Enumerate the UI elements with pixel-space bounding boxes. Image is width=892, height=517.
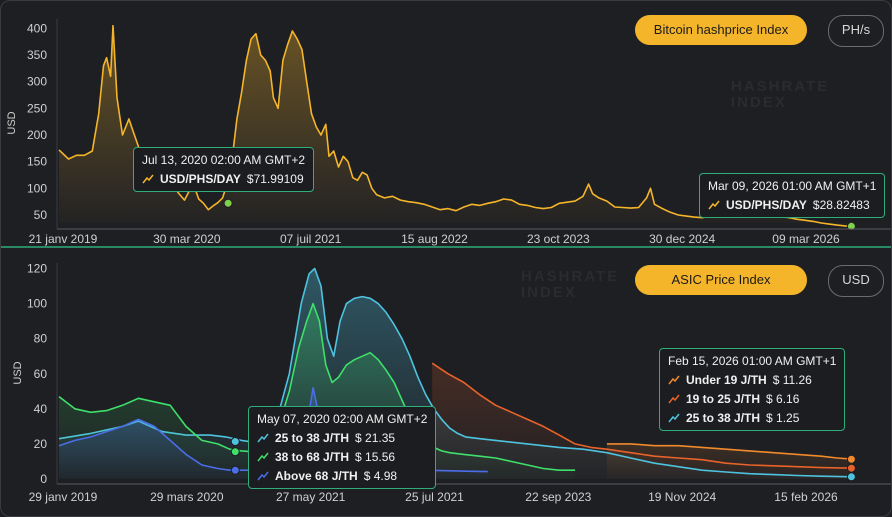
x-tick-label: 09 mar 2026 [772,232,840,246]
asic-price-index-pill[interactable]: ASIC Price Index [635,265,807,295]
phs-unit-pill[interactable]: PH/s [828,15,884,47]
watermark-top: HASHRATE INDEX [731,78,830,111]
point-marker [230,465,240,475]
x-tick-label: 15 aug 2022 [401,232,468,246]
y-tick-label: 250 [27,101,47,115]
y-axis-label: USD [12,361,24,384]
line-icon [257,471,269,481]
x-tick-label: 30 dec 2024 [649,232,715,246]
line-icon [257,452,269,462]
tooltip-date: Feb 15, 2026 01:00 AM GMT+1 [668,354,837,368]
tooltip-value: $ 11.26 [772,373,812,387]
x-tick-label: 22 sep 2023 [525,490,591,504]
x-tick-label: 27 may 2021 [276,490,346,504]
y-tick-label: 60 [34,367,48,381]
point-marker [846,472,856,482]
y-tick-label: 300 [27,75,47,89]
watermark-bottom: HASHRATE INDEX [521,268,620,301]
asic-tooltip-right: Feb 15, 2026 01:00 AM GMT+1 Under 19 J/T… [659,348,846,431]
hashprice-tooltip-left: Jul 13, 2020 02:00 AM GMT+2 USD/PHS/DAY … [133,147,315,192]
series-line-hashprice [58,24,854,228]
line-icon [668,375,680,385]
series-line-19to25 [431,362,854,469]
y-tick-label: 120 [27,262,47,276]
tooltip-label: Under 19 J/TH [686,373,767,387]
point-marker [846,221,856,231]
line-icon [708,200,720,210]
x-tick-label: 23 oct 2023 [527,232,590,246]
tooltip-value: $ 15.56 [355,450,396,464]
tooltip-value: $71.99109 [246,172,304,186]
y-tick-label: 100 [27,297,47,311]
tooltip-value: $ 1.25 [766,411,800,425]
tooltip-value: $ 21.35 [355,431,396,445]
tooltip-value: $ 6.16 [766,392,800,406]
tooltip-date: May 07, 2020 02:00 AM GMT+2 [257,412,428,426]
y-tick-label: 150 [27,155,47,169]
line-icon [257,433,269,443]
x-tick-label: 07 juil 2021 [280,232,342,246]
y-tick-label: 20 [34,437,48,451]
series-area-above68 [59,387,488,479]
tooltip-label: 25 to 38 J/TH [275,431,350,445]
series-area-38to68 [59,303,576,479]
x-tick-label: 25 jul 2021 [405,490,464,504]
tooltip-label: 25 to 38 J/TH [686,411,761,425]
point-marker [846,454,856,464]
x-tick-label: 21 janv 2019 [29,232,98,246]
point-marker [846,463,856,473]
usd-unit-pill[interactable]: USD [828,265,884,297]
tooltip-label: USD/PHS/DAY [726,198,807,212]
y-tick-label: 80 [34,332,48,346]
hashprice-tooltip-right: Mar 09, 2026 01:00 AM GMT+1 USD/PHS/DAY … [699,173,886,218]
series-line-38to68 [58,302,576,471]
x-tick-label: 15 feb 2026 [774,490,838,504]
x-tick-label: 29 janv 2019 [29,490,98,504]
tooltip-label: USD/PHS/DAY [160,172,241,186]
point-marker [230,437,240,447]
y-tick-label: 0 [40,472,47,486]
y-tick-label: 50 [34,208,48,222]
x-tick-label: 30 mar 2020 [153,232,221,246]
tooltip-value: $28.82483 [812,198,870,212]
asic-tooltip-left: May 07, 2020 02:00 AM GMT+2 25 to 38 J/T… [248,406,437,489]
y-tick-label: 100 [27,181,47,195]
x-tick-label: 19 Nov 2024 [648,490,716,504]
tooltip-date: Mar 09, 2026 01:00 AM GMT+1 [708,179,877,193]
tooltip-value: $ 4.98 [363,469,398,483]
tooltip-label: 38 to 68 J/TH [275,450,350,464]
y-tick-label: 200 [27,128,47,142]
line-icon [668,394,680,404]
tooltip-date: Jul 13, 2020 02:00 AM GMT+2 [142,153,306,167]
y-tick-label: 40 [34,402,48,416]
x-tick-label: 29 mars 2020 [150,490,224,504]
y-tick-label: 350 [27,48,47,62]
y-axis-label: USD [6,111,18,134]
line-icon [142,174,154,184]
line-icon [668,413,680,423]
tooltip-label: 19 to 25 J/TH [686,392,761,406]
y-tick-label: 400 [27,21,47,35]
hashprice-index-pill[interactable]: Bitcoin hashprice Index [635,15,807,45]
tooltip-label: Above 68 J/TH [275,469,358,483]
series-line-under19 [606,443,854,460]
point-marker [230,447,240,457]
point-marker [223,198,233,208]
